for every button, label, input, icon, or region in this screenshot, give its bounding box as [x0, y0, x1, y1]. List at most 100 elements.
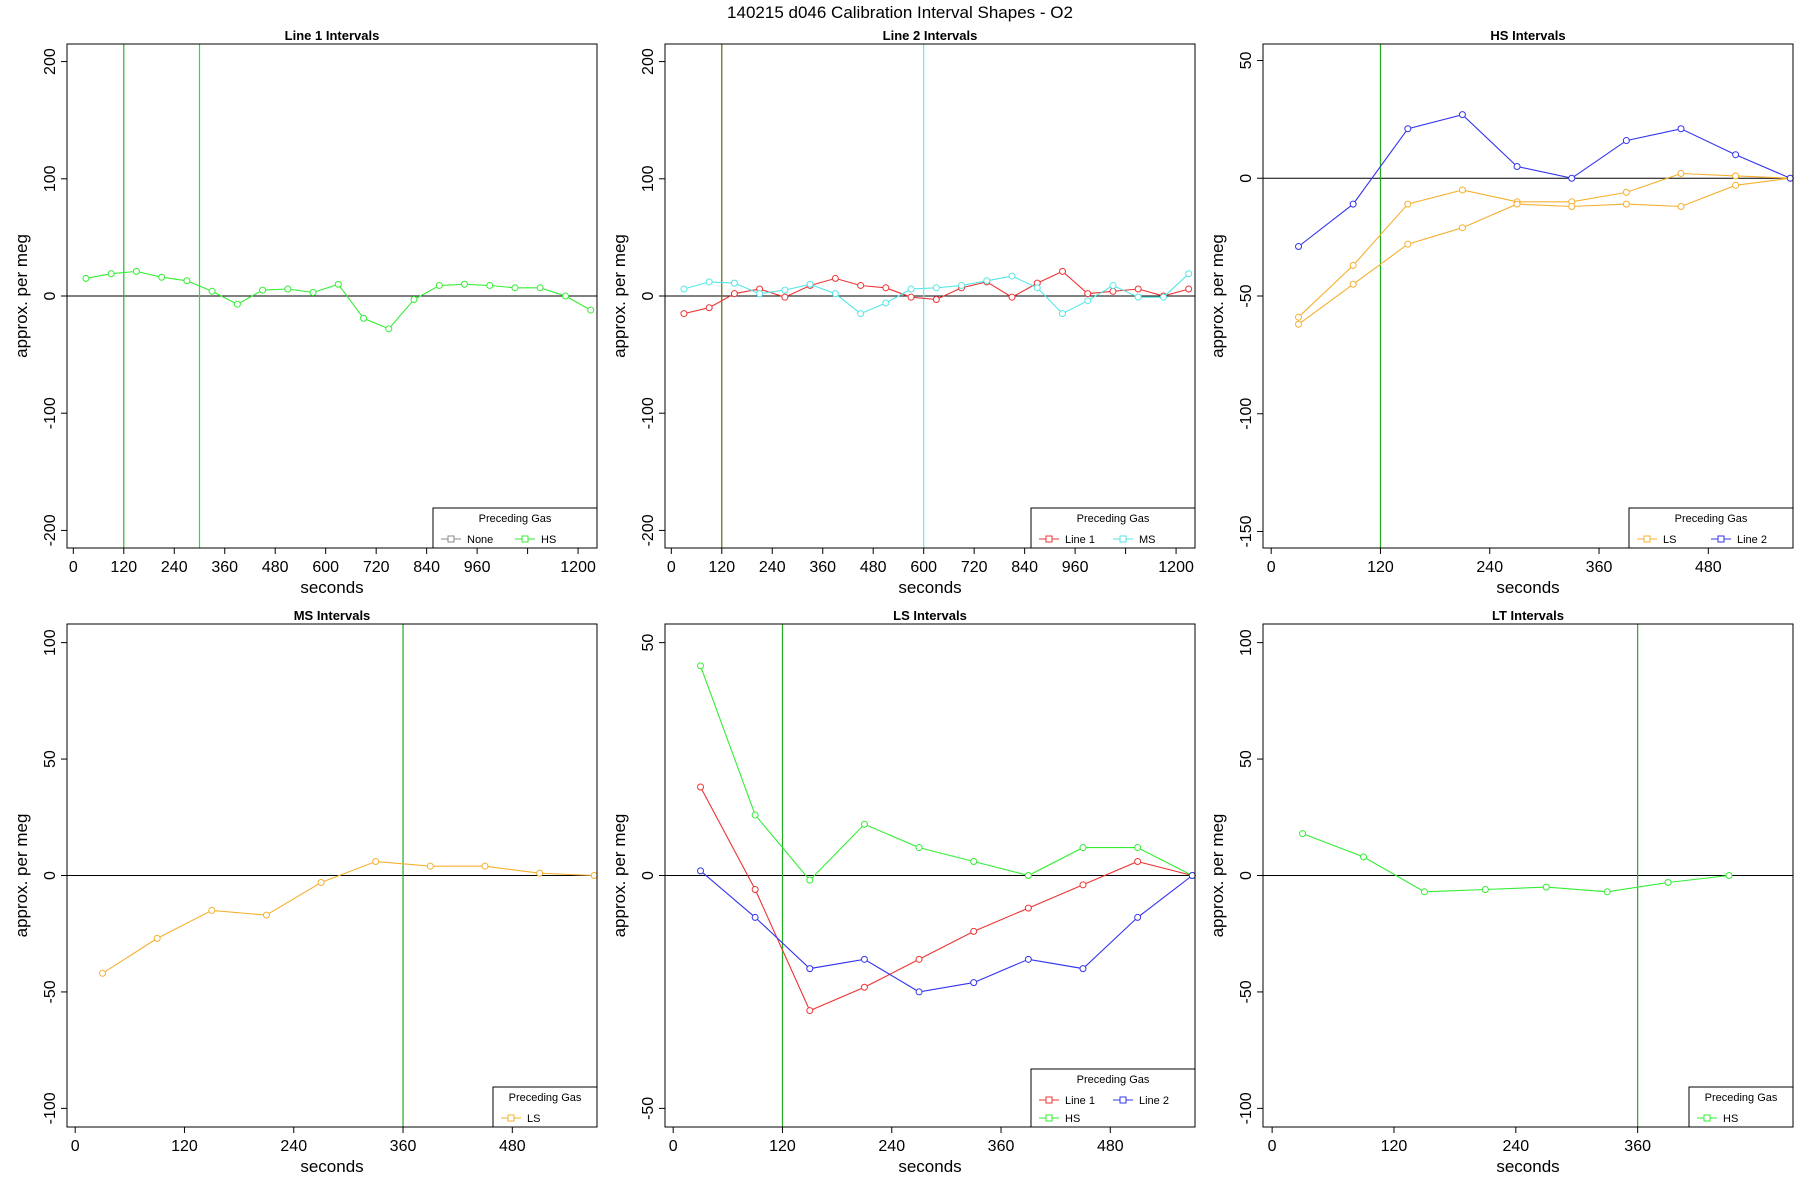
legend-box — [432, 507, 598, 549]
x-tick-label: 120 — [110, 559, 137, 576]
y-tick-label: 50 — [640, 634, 657, 652]
x-tick-label: 360 — [809, 559, 836, 576]
data-point — [932, 296, 940, 304]
x-tick-label: 240 — [878, 1138, 905, 1155]
series-line — [102, 860, 595, 974]
x-tick-label: 360 — [1624, 1138, 1651, 1155]
y-axis-label: approx. per meg — [610, 234, 629, 358]
y-axis-label: approx. per meg — [1208, 814, 1227, 938]
legend-title: Preceding Gas — [1077, 1074, 1150, 1086]
data-point — [860, 983, 868, 991]
data-point — [915, 955, 923, 963]
data-point — [697, 783, 705, 791]
legend-entry-label: Line 2 — [1139, 1095, 1169, 1107]
data-point — [481, 862, 489, 870]
y-tick-label: -100 — [1238, 398, 1255, 430]
x-axis-label: seconds — [1496, 578, 1559, 597]
y-tick-label: 0 — [1238, 174, 1255, 183]
data-point — [1295, 320, 1303, 328]
data-point — [1024, 955, 1032, 963]
y-tick-label: -100 — [640, 397, 657, 429]
x-tick-label: 600 — [910, 559, 937, 576]
data-point — [907, 285, 915, 293]
x-tick-label: 1200 — [1158, 559, 1194, 576]
legend-swatch-marker — [1045, 535, 1053, 543]
data-point — [1295, 313, 1303, 321]
data-point — [857, 281, 865, 289]
x-tick-label: 0 — [1267, 559, 1276, 576]
legend-title: Preceding Gas — [509, 1092, 582, 1104]
panel-title: Line 2 Intervals — [883, 28, 978, 43]
data-point — [983, 277, 991, 285]
data-point — [1622, 188, 1630, 196]
data-point — [561, 292, 569, 300]
data-point — [1542, 883, 1550, 891]
data-point — [806, 876, 814, 884]
data-point — [334, 280, 342, 288]
y-tick-label: 100 — [1238, 629, 1255, 656]
x-tick-label: 0 — [667, 559, 676, 576]
y-axis-label: approx. per meg — [610, 814, 629, 938]
legend-entry-label: Line 1 — [1065, 534, 1095, 546]
x-tick-label: 960 — [1062, 559, 1089, 576]
y-tick-label: -50 — [1238, 980, 1255, 1003]
data-point — [587, 306, 595, 314]
data-point — [1677, 203, 1685, 211]
panel-4: MS Intervals 0 120 240 360 480 -100 -50 0 50 100 se… — [12, 608, 598, 1176]
data-point — [1059, 267, 1066, 275]
data-point — [781, 286, 789, 294]
data-point — [1458, 186, 1466, 194]
y-axis-label: approx. per meg — [12, 234, 31, 358]
data-point — [882, 299, 890, 307]
legend-entry-label: HS — [1065, 1113, 1080, 1125]
legend-title: Preceding Gas — [1705, 1092, 1778, 1104]
data-point — [1404, 200, 1412, 208]
y-tick-label: 100 — [42, 629, 59, 656]
data-point — [680, 310, 688, 318]
data-point — [317, 878, 325, 886]
data-point — [806, 280, 814, 288]
legend-entry-label: LS — [527, 1113, 540, 1125]
y-tick-label: 200 — [640, 48, 657, 75]
x-tick-label: 240 — [161, 559, 188, 576]
data-point — [932, 284, 940, 292]
data-point — [1677, 125, 1685, 133]
figure-title: 140215 d046 Calibration Interval Shapes … — [727, 3, 1073, 22]
data-point — [751, 811, 759, 819]
data-point — [970, 979, 978, 987]
data-point — [1185, 270, 1193, 278]
data-point — [1134, 844, 1142, 852]
data-point — [486, 281, 494, 289]
data-point — [426, 862, 434, 870]
legend-box — [1030, 1068, 1196, 1128]
data-point — [1732, 151, 1740, 159]
y-tick-label: 100 — [42, 165, 59, 192]
data-point — [536, 284, 544, 292]
x-tick-label: 120 — [1367, 559, 1394, 576]
data-point — [831, 274, 839, 282]
data-point — [208, 287, 216, 295]
y-tick-label: 0 — [1238, 871, 1255, 880]
x-tick-label: 480 — [860, 559, 887, 576]
x-tick-label: 0 — [71, 1138, 80, 1155]
data-point — [1458, 224, 1466, 232]
x-tick-label: 480 — [499, 1138, 526, 1155]
data-point — [970, 858, 978, 866]
x-tick-label: 240 — [759, 559, 786, 576]
data-point — [1568, 203, 1576, 211]
legend-title: Preceding Gas — [1675, 513, 1748, 525]
data-point — [1024, 904, 1032, 912]
data-point — [1084, 290, 1092, 298]
data-point — [1185, 285, 1193, 293]
x-tick-label: 0 — [669, 1138, 678, 1155]
data-point — [1513, 162, 1521, 170]
legend: Preceding Gas Line 1 MS — [1030, 507, 1196, 549]
legend-swatch-marker — [1703, 1114, 1711, 1122]
y-tick-label: -100 — [42, 1092, 59, 1124]
x-tick-label: 480 — [262, 559, 289, 576]
legend-entry-label: LS — [1663, 534, 1676, 546]
data-point — [1458, 111, 1466, 119]
legend-title: Preceding Gas — [1077, 513, 1150, 525]
y-tick-label: 200 — [42, 48, 59, 75]
data-point — [1159, 293, 1167, 301]
